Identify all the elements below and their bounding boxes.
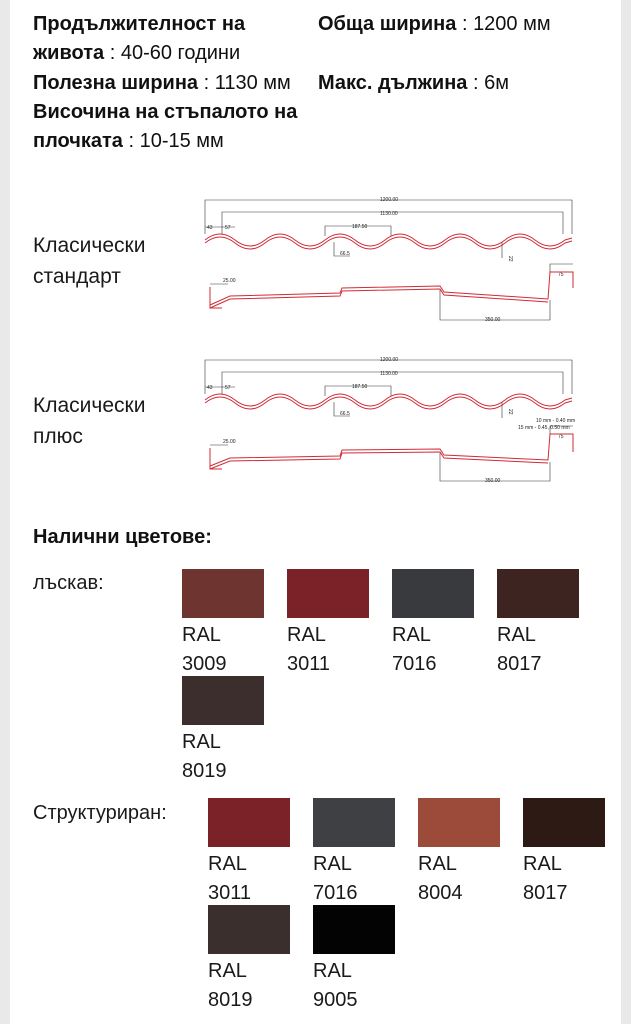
- dim-v: 22: [507, 409, 513, 415]
- color-chip: [313, 798, 395, 847]
- profile-drawing-classic-standard: 1200.00 1130.00 43 57 187.50 66.5 22 25.…: [204, 197, 574, 323]
- dim-v: 22: [507, 256, 513, 262]
- swatch-glossy-3009[interactable]: RAL 3009: [182, 569, 264, 679]
- dim-note1: 10 mm - 0.40 mm: [536, 418, 575, 424]
- dim-end: 75: [558, 434, 564, 440]
- dim-step: 25.00: [223, 278, 236, 284]
- swatch-code: RAL 3011: [208, 853, 252, 904]
- dim-wave: 187.50: [352, 224, 368, 230]
- swatch-structured-7016[interactable]: RAL 7016: [313, 798, 395, 908]
- color-chip: [523, 798, 605, 847]
- spec-life: живота : 40-60 години: [33, 42, 241, 64]
- page-sheet: [10, 0, 621, 1024]
- dim-step: 25.00: [223, 439, 236, 445]
- swatch-code: RAL 3011: [287, 624, 331, 675]
- dim-c: 66.5: [340, 251, 350, 257]
- swatch-code: RAL 3009: [182, 624, 227, 675]
- swatch-structured-8004[interactable]: RAL 8004: [418, 798, 500, 908]
- swatch-glossy-7016[interactable]: RAL 7016: [392, 569, 474, 679]
- color-chip: [418, 798, 500, 847]
- dim-a: 43: [207, 385, 213, 391]
- profile-name-classic-standard: Класически стандарт: [33, 234, 146, 288]
- dim-note2: 15 mm - 0.45, 0.50 mm: [518, 425, 570, 431]
- swatch-code: RAL 8017: [497, 624, 542, 675]
- swatch-code: RAL 8004: [418, 853, 463, 904]
- spec-step-height: плочката : 10-15 мм: [33, 130, 224, 152]
- swatch-code: RAL 8017: [523, 853, 568, 904]
- colors-heading: Налични цветове:: [33, 526, 212, 548]
- color-chip: [208, 798, 290, 847]
- glossy-label: лъскав:: [33, 572, 104, 594]
- spec-total-width: Обща ширина : 1200 мм: [318, 13, 551, 35]
- spec-step-height-line1: Височина на стъпалото на: [33, 101, 298, 123]
- swatch-code: RAL 7016: [313, 853, 358, 904]
- swatch-code: RAL 9005: [313, 960, 358, 1011]
- color-chip: [497, 569, 579, 618]
- structured-label: Структуриран:: [33, 802, 167, 824]
- dim-useful: 1130.00: [380, 371, 398, 377]
- color-chip: [182, 676, 264, 725]
- swatch-code: RAL 8019: [182, 731, 227, 782]
- spec-useful-width: Полезна ширина : 1130 мм: [33, 72, 291, 94]
- dim-b: 57: [225, 225, 231, 231]
- dim-useful: 1130.00: [380, 211, 398, 217]
- swatch-structured-8019[interactable]: RAL 8019: [208, 905, 290, 1015]
- profile-name-classic-plus: Класически плюс: [33, 394, 146, 448]
- spec-life-label-line1: Продължителност на: [33, 13, 246, 35]
- color-chip: [392, 569, 474, 618]
- swatch-glossy-8019[interactable]: RAL 8019: [182, 676, 264, 786]
- swatch-code: RAL 8019: [208, 960, 253, 1011]
- dim-total: 1200.00: [380, 197, 398, 203]
- dim-total: 1200.00: [380, 357, 398, 363]
- swatch-structured-8017[interactable]: RAL 8017: [523, 798, 605, 908]
- dim-b: 57: [225, 385, 231, 391]
- swatch-structured-9005[interactable]: RAL 9005: [313, 905, 395, 1015]
- dim-a: 43: [207, 225, 213, 231]
- color-chip: [208, 905, 290, 954]
- swatch-glossy-8017[interactable]: RAL 8017: [497, 569, 579, 679]
- profile-drawing-classic-plus: 1200.00 1130.00 43 57 187.50 66.5 22 10 …: [204, 357, 575, 484]
- swatch-structured-3011[interactable]: RAL 3011: [208, 798, 290, 908]
- swatch-glossy-3011[interactable]: RAL 3011: [287, 569, 369, 679]
- dim-c: 66.5: [340, 411, 350, 417]
- spec-max-length: Макс. дължина : 6м: [318, 72, 509, 94]
- dim-wave: 187.50: [352, 384, 368, 390]
- color-chip: [287, 569, 369, 618]
- swatch-code: RAL 7016: [392, 624, 437, 675]
- color-chip: [313, 905, 395, 954]
- color-chip: [182, 569, 264, 618]
- dim-end: 75: [558, 272, 564, 278]
